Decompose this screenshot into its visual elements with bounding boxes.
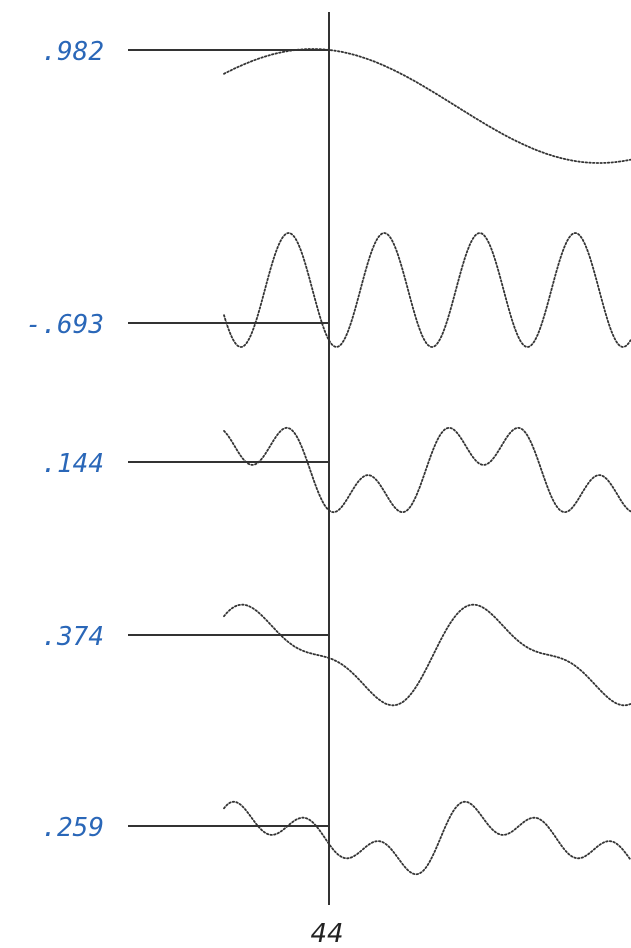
sample-index-label: 44 xyxy=(310,919,343,948)
row-waveform xyxy=(223,603,631,707)
row-value-label: .144 xyxy=(41,449,104,479)
row-value-label: .982 xyxy=(41,37,104,67)
row-value-label: -.693 xyxy=(26,310,104,340)
row-4: .259 xyxy=(41,800,631,876)
row-waveform xyxy=(223,426,631,514)
row-2: .144 xyxy=(41,426,631,514)
row-0: .982 xyxy=(41,37,631,164)
row-value-label: .259 xyxy=(41,813,104,843)
row-waveform xyxy=(223,48,631,164)
row-waveform xyxy=(223,232,631,348)
row-value-label: .374 xyxy=(41,622,104,652)
row-3: .374 xyxy=(41,603,631,707)
row-waveform xyxy=(223,800,631,876)
row-1: -.693 xyxy=(26,232,631,348)
